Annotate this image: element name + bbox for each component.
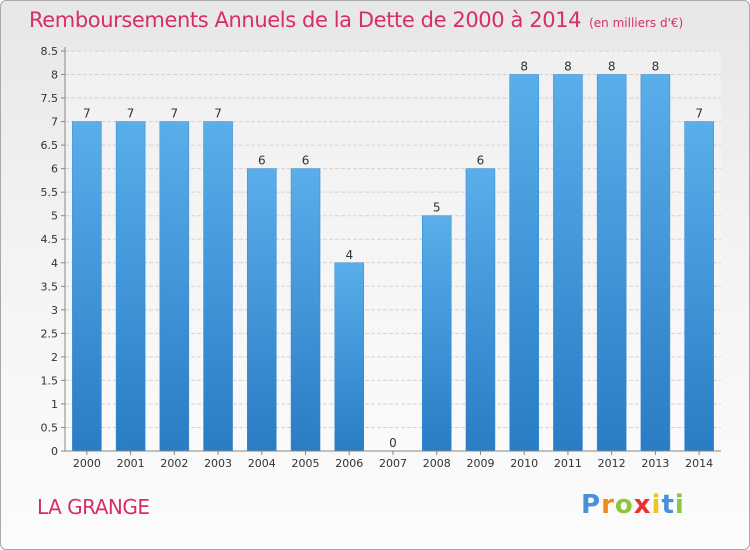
- value-label-2005: 6: [302, 154, 310, 168]
- y-tick-label: 8: [51, 69, 58, 82]
- value-label-2001: 7: [127, 107, 135, 121]
- y-tick-label: 2.5: [41, 327, 59, 340]
- value-label-2011: 8: [564, 60, 572, 74]
- y-tick-label: 4.5: [41, 233, 59, 246]
- bar-2012: [596, 74, 627, 452]
- value-label-2003: 7: [214, 107, 222, 121]
- y-tick-label: 7.5: [41, 92, 59, 105]
- x-tick-label-2012: 2012: [598, 457, 626, 470]
- logo-letter: i: [674, 490, 685, 520]
- bar-2003: [203, 121, 233, 452]
- x-tick-label-2008: 2008: [423, 457, 451, 470]
- y-tick-label: 5.5: [41, 186, 59, 199]
- x-tick-label-2001: 2001: [117, 457, 145, 470]
- value-label-2010: 8: [520, 60, 528, 74]
- x-tick-label-2009: 2009: [466, 457, 494, 470]
- x-tick-label-2006: 2006: [335, 457, 363, 470]
- bar-2010: [509, 74, 539, 452]
- bar-2000: [72, 121, 102, 452]
- bar-2013: [640, 74, 671, 452]
- x-tick-label-2002: 2002: [160, 457, 188, 470]
- y-tick-label: 3.5: [41, 280, 59, 293]
- y-tick-label: 8.5: [41, 45, 59, 58]
- bar-2001: [115, 121, 146, 452]
- logo-letter: i: [651, 490, 662, 520]
- y-tick-label: 1.5: [41, 374, 59, 387]
- y-tick-label: 6: [51, 163, 58, 176]
- y-tick-label: 4: [51, 257, 58, 270]
- value-label-2007: 0: [389, 436, 397, 450]
- y-tick-label: 3: [51, 304, 58, 317]
- x-tick-label-2007: 2007: [379, 457, 407, 470]
- value-label-2013: 8: [652, 60, 660, 74]
- location-name: LA GRANGE: [37, 495, 150, 519]
- bar-2008: [421, 215, 452, 452]
- x-tick-label-2003: 2003: [204, 457, 232, 470]
- x-tick-label-2014: 2014: [685, 457, 713, 470]
- x-tick-label-2005: 2005: [292, 457, 320, 470]
- value-label-2000: 7: [83, 107, 91, 121]
- logo-letter: P: [581, 490, 602, 520]
- value-label-2009: 6: [477, 154, 485, 168]
- y-tick-label: 6.5: [41, 139, 59, 152]
- x-tick-label-2011: 2011: [554, 457, 582, 470]
- chart-unit-note: (en milliers d'€): [589, 16, 684, 30]
- y-tick-label: 0.5: [41, 421, 59, 434]
- x-tick-label-2004: 2004: [248, 457, 276, 470]
- value-label-2014: 7: [695, 107, 703, 121]
- value-label-2012: 8: [608, 60, 616, 74]
- logo-letter: r: [601, 490, 615, 520]
- y-tick-label: 1: [51, 398, 58, 411]
- y-tick-label: 2: [51, 351, 58, 364]
- value-label-2004: 6: [258, 154, 266, 168]
- bar-2014: [684, 121, 714, 452]
- logo-letter: o: [614, 490, 634, 520]
- proxiti-logo: Proxiti: [581, 490, 685, 520]
- x-tick-label-2000: 2000: [73, 457, 101, 470]
- y-tick-label: 5: [51, 210, 58, 223]
- bar-2004: [247, 168, 277, 452]
- x-tick-label-2013: 2013: [641, 457, 669, 470]
- bar-2002: [159, 121, 190, 452]
- y-tick-label: 0: [51, 445, 58, 458]
- bar-2005: [290, 168, 321, 452]
- y-tick-label: 7: [51, 116, 58, 129]
- value-label-2008: 5: [433, 201, 441, 215]
- bar-2011: [553, 74, 583, 452]
- chart-title: Remboursements Annuels de la Dette de 20…: [29, 8, 683, 32]
- bar-2009: [465, 168, 496, 452]
- chart-title-text: Remboursements Annuels de la Dette de 20…: [29, 8, 582, 32]
- x-tick-label-2010: 2010: [510, 457, 538, 470]
- bar-2006: [334, 262, 365, 452]
- value-label-2006: 4: [345, 248, 353, 262]
- value-label-2002: 7: [171, 107, 179, 121]
- logo-letter: x: [633, 490, 652, 520]
- logo-letter: t: [661, 490, 675, 520]
